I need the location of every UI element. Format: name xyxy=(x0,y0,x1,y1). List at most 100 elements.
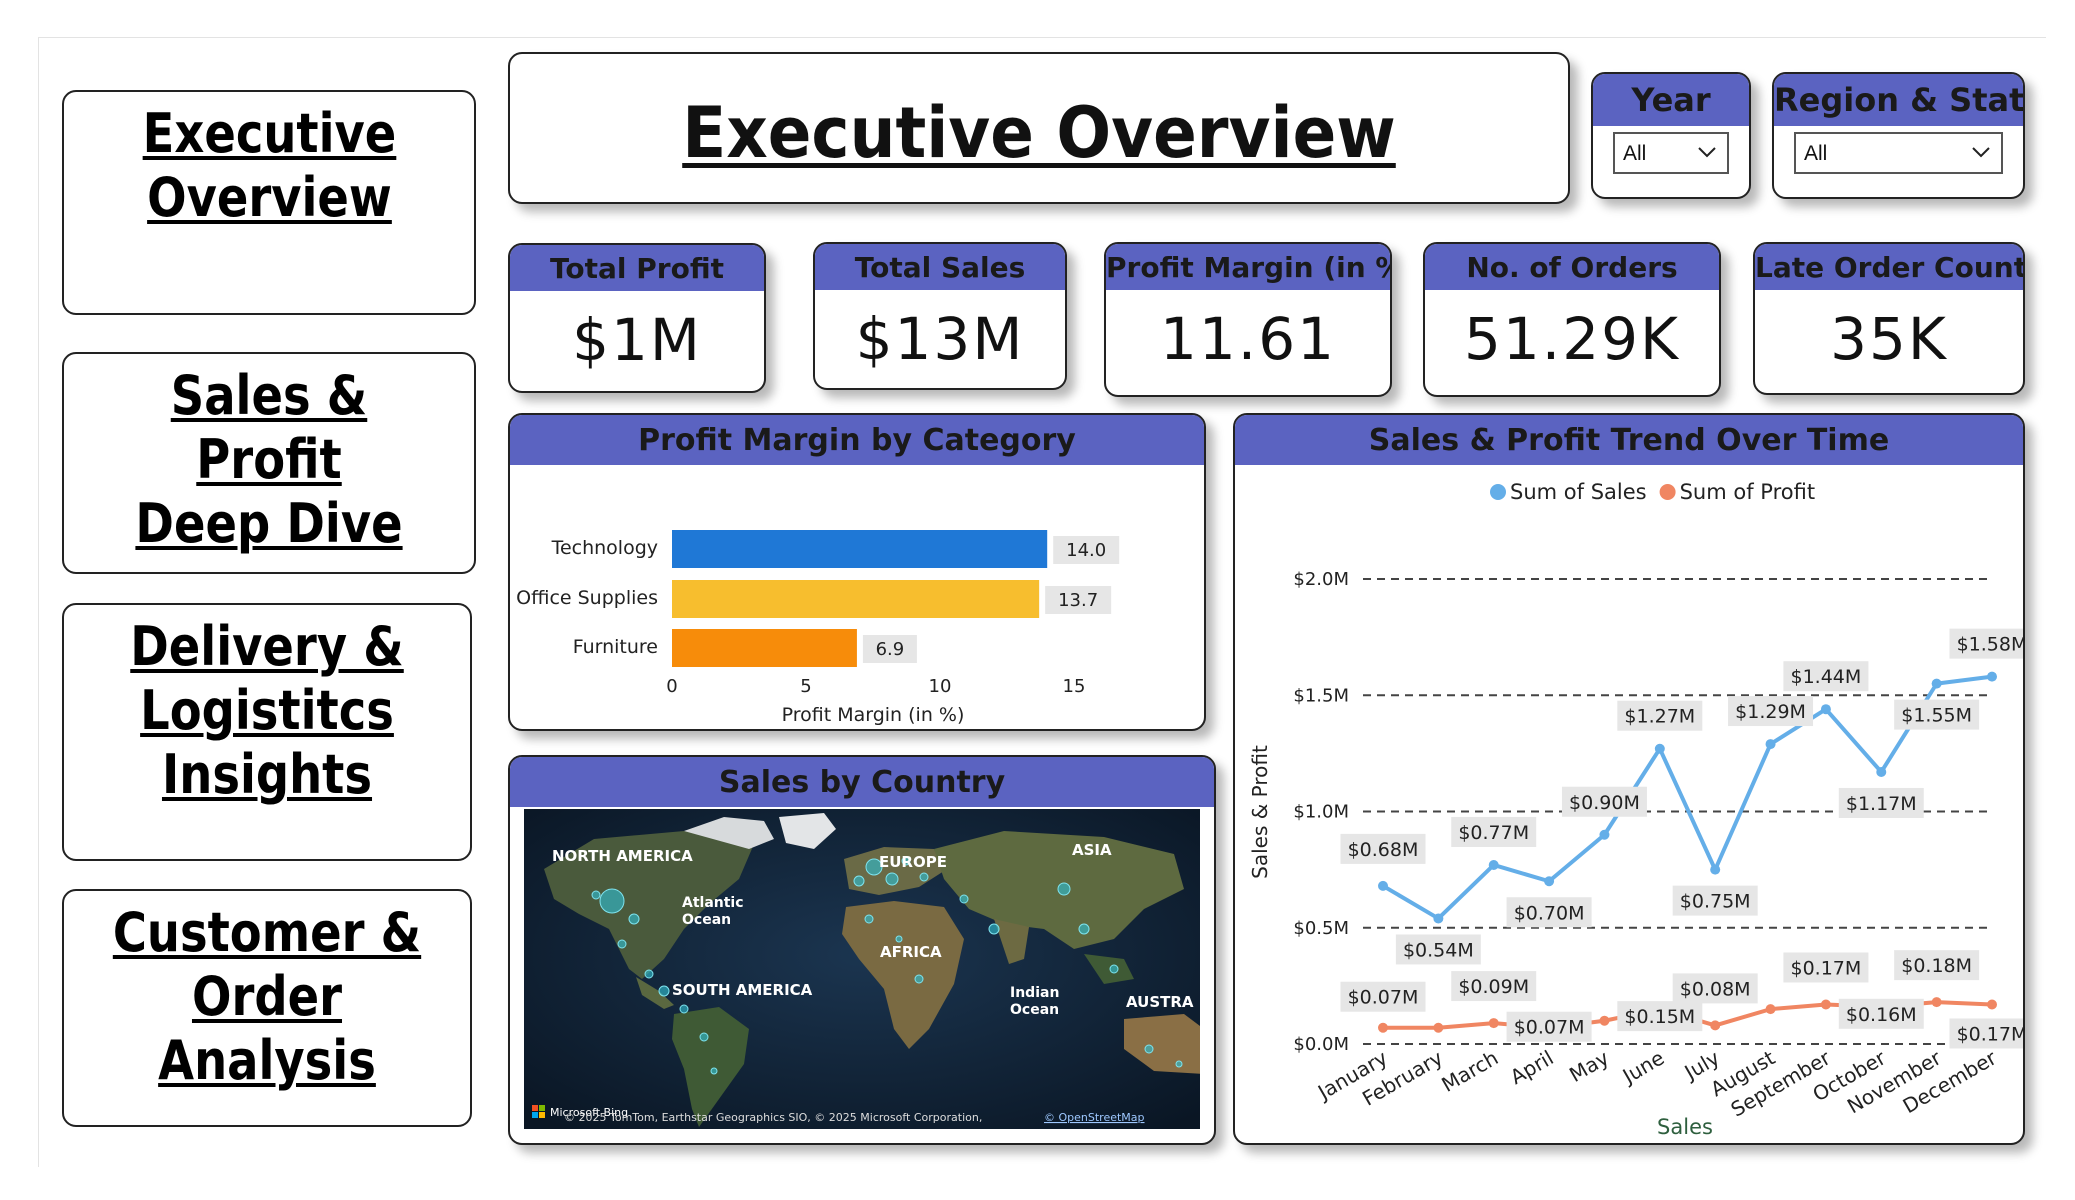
map-label: NORTH AMERICA xyxy=(552,847,693,865)
data-point[interactable] xyxy=(1987,999,1997,1010)
world-map[interactable]: NORTH AMERICA Atlantic Ocean EUROPE ASIA … xyxy=(524,809,1200,1129)
kpi-late-order-count: Late Order Count 35K xyxy=(1753,242,2025,395)
data-point[interactable] xyxy=(1378,1022,1388,1033)
data-point[interactable] xyxy=(1654,743,1665,754)
data-point[interactable] xyxy=(1433,1022,1444,1033)
data-label: $1.44M xyxy=(1791,666,1862,688)
map-graphic: NORTH AMERICA Atlantic Ocean EUROPE ASIA … xyxy=(524,809,1200,1129)
kpi-no-of-orders: No. of Orders 51.29K xyxy=(1423,242,1721,397)
data-label-bg xyxy=(1045,586,1112,614)
data-label-bg xyxy=(1451,816,1537,847)
bar[interactable] xyxy=(672,530,1048,568)
kpi-label: Profit Margin (in %) xyxy=(1106,244,1390,290)
bar[interactable] xyxy=(672,629,857,667)
data-label: $0.08M xyxy=(1680,978,1751,1000)
data-label: $0.90M xyxy=(1569,792,1640,814)
map-label: AFRICA xyxy=(880,943,942,961)
legend-marker xyxy=(1490,484,1506,500)
map-label: SOUTH AMERICA xyxy=(672,981,813,999)
series-line[interactable] xyxy=(1381,674,1993,921)
data-label-bg xyxy=(1894,699,1980,730)
kpi-value: 35K xyxy=(1830,305,1948,373)
data-label: $1.55M xyxy=(1901,705,1972,727)
year-slicer: Year All xyxy=(1591,72,1751,199)
title-card: Executive Overview xyxy=(508,52,1570,204)
nav-customer-order-analysis[interactable]: Customer & Order Analysis xyxy=(62,889,472,1127)
data-point[interactable] xyxy=(1488,1018,1499,1029)
data-label: 13.7 xyxy=(1058,590,1098,611)
sales-by-country-visual[interactable]: Sales by Country xyxy=(508,755,1216,1145)
data-point[interactable] xyxy=(1931,678,1942,689)
data-point[interactable] xyxy=(1544,876,1555,887)
region-state-slicer: Region & State All xyxy=(1772,72,2025,199)
data-label: $1.27M xyxy=(1624,706,1695,728)
data-point[interactable] xyxy=(1378,880,1388,891)
data-point[interactable] xyxy=(1987,671,1997,682)
data-label-bg xyxy=(1340,833,1426,864)
data-label: $0.15M xyxy=(1624,1006,1695,1028)
legend-marker xyxy=(1659,484,1676,500)
data-point[interactable] xyxy=(1820,704,1831,715)
region-state-dropdown[interactable]: All xyxy=(1794,132,2003,174)
data-point[interactable] xyxy=(1433,913,1444,924)
data-point[interactable] xyxy=(1931,997,1942,1008)
category-label: Technology xyxy=(551,537,658,559)
sales-profit-trend-visual[interactable]: Sales & Profit Trend Over Time Sum of Sa… xyxy=(1233,413,2025,1145)
y-tick-label: $0.5M xyxy=(1293,918,1349,939)
data-label-bg xyxy=(1783,661,1869,692)
y-tick-label: $0.0M xyxy=(1293,1034,1349,1055)
data-point[interactable] xyxy=(1765,1004,1776,1015)
x-tick-label: June xyxy=(1617,1046,1668,1090)
data-point[interactable] xyxy=(1599,1015,1610,1026)
x-tick-label: May xyxy=(1565,1045,1613,1087)
map-attribution: © 2025 TomTom, Earthstar Geographics SIO… xyxy=(564,1111,982,1124)
data-label: $0.16M xyxy=(1846,1004,1917,1026)
data-label: $0.09M xyxy=(1458,976,1529,998)
data-label-bg xyxy=(1451,971,1537,1002)
x-tick-label: April xyxy=(1506,1046,1558,1090)
nav-label: Delivery & Logistitcs Insights xyxy=(130,615,404,806)
profit-margin-by-category-visual[interactable]: Profit Margin by Category Technology 14.0… xyxy=(508,413,1206,731)
y-tick-label: $2.0M xyxy=(1293,569,1349,590)
data-point[interactable] xyxy=(1599,829,1610,840)
data-label-bg xyxy=(1053,536,1120,564)
bar-chart: Technology 14.0 Office Supplies 13.7 Furnitu… xyxy=(516,530,1120,726)
data-point[interactable] xyxy=(1820,999,1831,1010)
map-brand: Microsoft Bing xyxy=(550,1106,628,1119)
visual-title: Profit Margin by Category xyxy=(510,415,1204,465)
data-point[interactable] xyxy=(1765,739,1776,750)
nav-sales-profit-deep-dive[interactable]: Sales & Profit Deep Dive xyxy=(62,352,476,574)
x-axis-title: Profit Margin (in %) xyxy=(782,704,965,726)
legend-label[interactable]: Sum of Profit xyxy=(1680,480,1815,504)
kpi-total-sales: Total Sales $13M xyxy=(813,242,1067,390)
data-label-bg xyxy=(1728,696,1814,727)
map-label: Atlantic Ocean xyxy=(682,895,744,928)
data-label-bg xyxy=(1894,950,1980,981)
page-title: Executive Overview xyxy=(682,92,1396,174)
y-axis-title: Sales & Profit xyxy=(1248,745,1272,879)
region-state-slicer-label: Region & State xyxy=(1774,74,2023,126)
kpi-value: $1M xyxy=(572,306,702,374)
line-chart: Sum of Sales Sum of Profit $0.0M $0.5M $1.0M… xyxy=(1248,480,2023,1139)
data-label-bg xyxy=(1838,998,1924,1029)
nav-executive-overview[interactable]: Executive Overview xyxy=(62,90,476,315)
microsoft-logo-icon xyxy=(532,1105,545,1118)
nav-delivery-logistics-insights[interactable]: Delivery & Logistitcs Insights xyxy=(62,603,472,861)
data-point[interactable] xyxy=(1710,864,1721,875)
x-tick-label: 10 xyxy=(929,676,952,697)
data-label: $0.77M xyxy=(1458,822,1529,844)
openstreetmap-link[interactable]: © OpenStreetMap xyxy=(1044,1111,1145,1124)
data-point[interactable] xyxy=(1876,766,1887,777)
data-point[interactable] xyxy=(1488,859,1499,870)
bar[interactable] xyxy=(672,580,1040,618)
data-label-bg xyxy=(1949,1018,2023,1049)
data-label-bg xyxy=(1672,885,1758,916)
category-label: Furniture xyxy=(573,636,658,658)
legend-label[interactable]: Sum of Sales xyxy=(1510,480,1647,504)
data-label: $0.17M xyxy=(1791,957,1862,979)
x-tick-label: 5 xyxy=(800,676,811,697)
x-tick-label: 0 xyxy=(666,676,677,697)
data-point[interactable] xyxy=(1710,1020,1721,1031)
data-label: $0.07M xyxy=(1514,1017,1585,1039)
year-dropdown[interactable]: All xyxy=(1613,132,1729,174)
